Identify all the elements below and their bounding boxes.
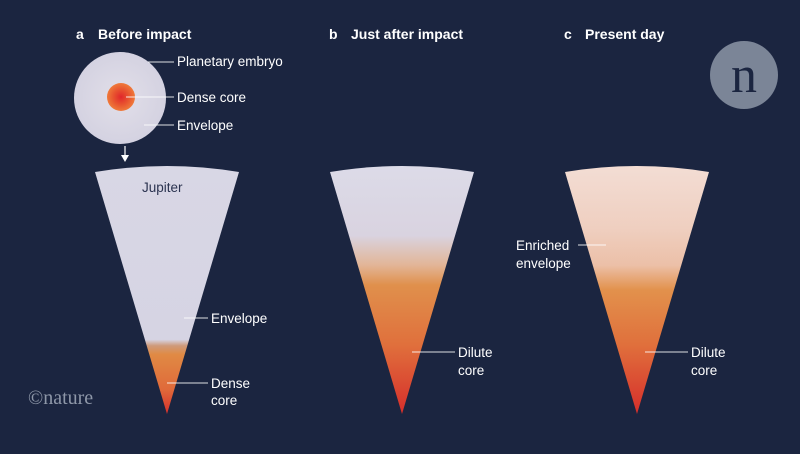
panel-title-b: Just after impact [351, 26, 463, 42]
wedge-before-impact: Jupiter Envelope Dense core [95, 166, 267, 414]
nature-logo-letter: n [731, 47, 757, 104]
nature-logo-circle [710, 41, 778, 109]
label-embryo-core: Dense core [177, 90, 246, 105]
label-wedge-c-core-2: core [691, 363, 717, 378]
wedge-present-day: Enriched envelope Dilute core [516, 166, 726, 414]
wedge-a-shape [95, 166, 239, 414]
label-wedge-a-core-2: core [211, 393, 237, 408]
label-wedge-a-core-1: Dense [211, 376, 250, 391]
panel-title-c: Present day [585, 26, 665, 42]
label-jupiter: Jupiter [142, 180, 183, 195]
wedge-just-after-impact: Dilute core [330, 166, 493, 414]
planetary-embryo: Planetary embryo Dense core Envelope [74, 52, 283, 144]
label-wedge-c-envelope-1: Enriched [516, 238, 569, 253]
panel-letter-b: b [329, 26, 338, 42]
panel-title-a: Before impact [98, 26, 192, 42]
label-wedge-b-core-2: core [458, 363, 484, 378]
wedge-c-shape [565, 166, 709, 414]
nature-wordmark: ©nature [28, 387, 93, 409]
label-wedge-b-core-1: Dilute [458, 345, 493, 360]
nature-logo: n [710, 41, 778, 109]
panel-a-heading: a Before impact [76, 26, 192, 42]
panel-letter-a: a [76, 26, 84, 42]
panel-c-heading: c Present day [564, 26, 665, 42]
embryo-dense-core [107, 83, 135, 111]
label-wedge-a-envelope: Envelope [211, 311, 267, 326]
impact-arrow [121, 146, 129, 162]
arrow-head [121, 155, 129, 162]
label-wedge-c-core-1: Dilute [691, 345, 726, 360]
label-wedge-c-envelope-2: envelope [516, 256, 571, 271]
wedge-b-shape [330, 166, 474, 414]
panel-b-heading: b Just after impact [329, 26, 463, 42]
label-planetary-embryo: Planetary embryo [177, 54, 283, 69]
panel-letter-c: c [564, 26, 572, 42]
label-embryo-envelope: Envelope [177, 118, 233, 133]
